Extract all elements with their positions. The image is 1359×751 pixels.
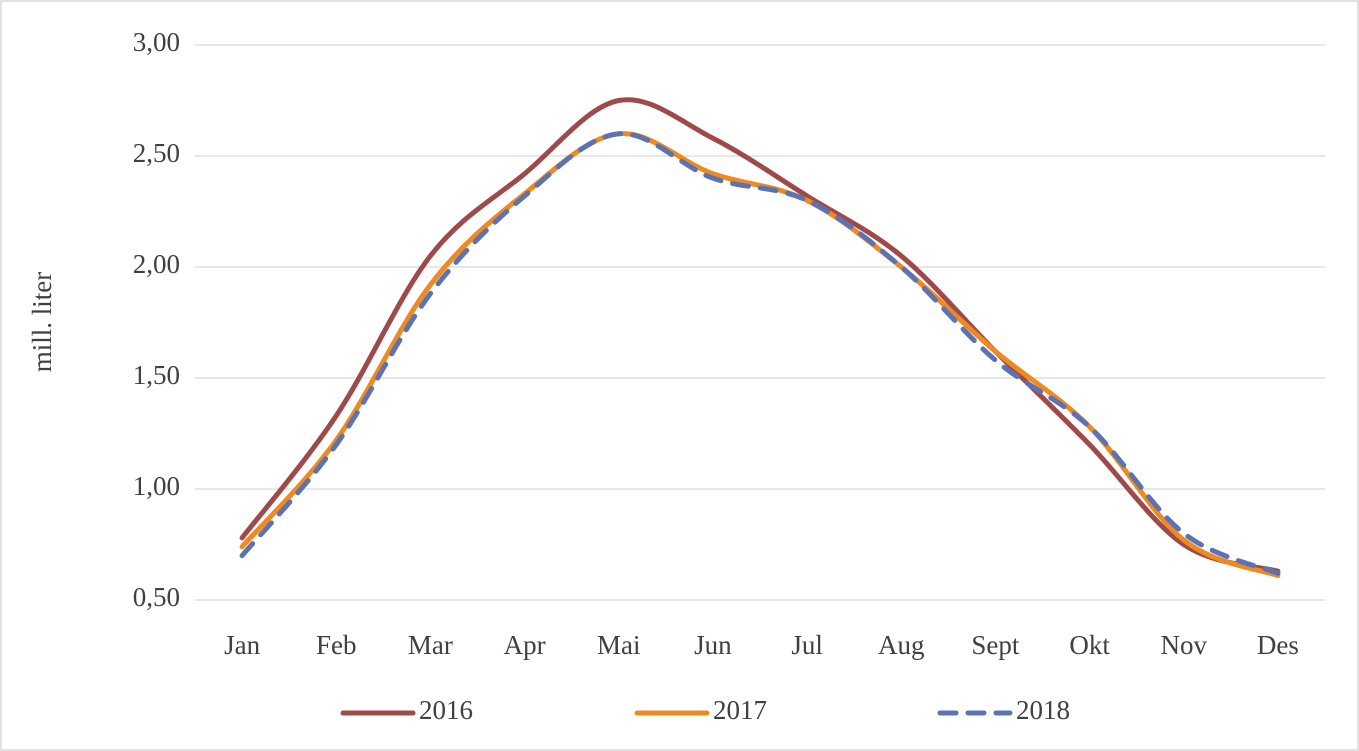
- y-tick-label: 2,50: [133, 138, 180, 168]
- x-tick-label: Aug: [878, 630, 925, 660]
- x-tick-label: Mar: [408, 630, 453, 660]
- legend-label: 2017: [713, 695, 767, 725]
- x-tick-label: Jan: [224, 630, 260, 660]
- x-tick-label: Des: [1257, 630, 1299, 660]
- x-tick-label: Mai: [597, 630, 641, 660]
- series-line: [239, 131, 1281, 576]
- x-tick-label: Okt: [1069, 630, 1110, 660]
- x-tick-label: Jul: [791, 630, 823, 660]
- y-tick-label: 2,00: [133, 249, 180, 279]
- y-tick-label: 3,00: [133, 27, 180, 57]
- x-tick-label: Feb: [316, 630, 357, 660]
- x-tick-label: Apr: [504, 630, 546, 660]
- x-tick-label: Sept: [971, 630, 1020, 660]
- legend-label: 2018: [1016, 695, 1070, 725]
- x-tick-label: Nov: [1161, 630, 1208, 660]
- series-line: [239, 97, 1281, 574]
- y-axis-label: mill. liter: [27, 272, 57, 373]
- y-tick-label: 1,50: [133, 360, 180, 390]
- x-tick-label: Jun: [694, 630, 732, 660]
- y-tick-label: 0,50: [133, 582, 180, 612]
- legend-label: 2016: [419, 695, 473, 725]
- y-tick-label: 1,00: [133, 471, 180, 501]
